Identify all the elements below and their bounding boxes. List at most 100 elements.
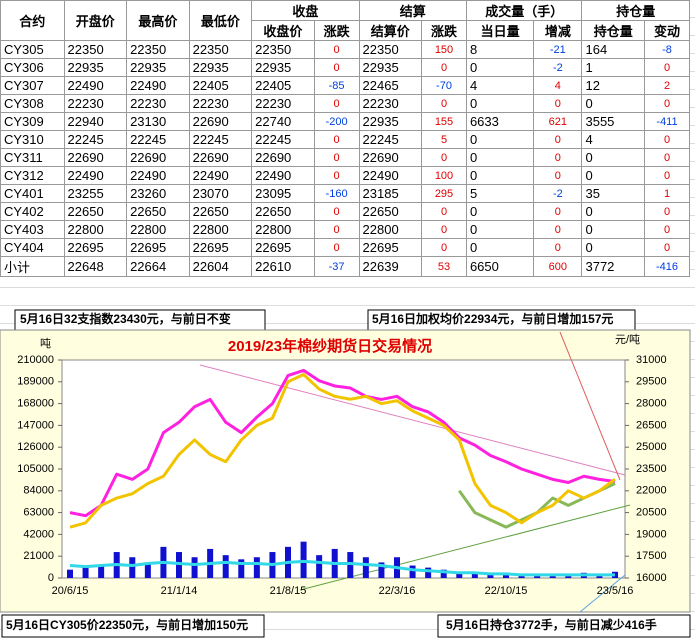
cell: 22800 xyxy=(126,220,190,239)
volume-bar xyxy=(191,557,198,578)
volume-bar xyxy=(456,571,463,578)
cell: 22350 xyxy=(251,40,315,59)
cell: 22245 xyxy=(358,130,423,149)
cell: 22690 xyxy=(63,148,128,167)
header-cell: 最高价 xyxy=(126,0,190,41)
header-cell: 增减 xyxy=(533,20,583,41)
note: 5月16日加权均价22934元，与前日增加157元 xyxy=(372,311,613,326)
volume-bar xyxy=(316,555,323,578)
cell: 22490 xyxy=(251,166,315,185)
cell: 22350 xyxy=(126,40,190,59)
y2-tick-label: 25000 xyxy=(636,441,667,453)
y2-tick-label: 28000 xyxy=(636,398,667,410)
header-cell: 合约 xyxy=(0,0,65,41)
y-tick-label: 21000 xyxy=(23,550,54,562)
cell: 23260 xyxy=(126,184,190,203)
volume-bar xyxy=(409,565,416,578)
volume-bar xyxy=(347,552,354,578)
cell: 22245 xyxy=(63,130,128,149)
volume-bar xyxy=(440,569,447,578)
series-line xyxy=(69,559,615,577)
cell: 600 xyxy=(533,256,583,277)
note-box xyxy=(1,614,265,638)
volume-bar xyxy=(82,567,89,578)
cell: 22690 xyxy=(358,148,423,167)
pointer-line xyxy=(579,574,626,613)
cell: 22664 xyxy=(126,256,190,277)
cell: 6633 xyxy=(465,112,535,131)
data-row: CY306 22935 22935 22935 22935 0 22935 0 0 -2 1 0 xyxy=(0,58,690,77)
cell: 22648 xyxy=(63,256,128,277)
cell: CY312 xyxy=(0,166,65,185)
quote-table: 合约 开盘价 最高价 最低价 收盘 结算 成交量（手） 持仓量 收盘价 涨跌 结算价 涨跌 当日量 增减持… xyxy=(0,0,690,277)
volume-bar xyxy=(565,574,572,578)
y2-axis-label: 元/吨 xyxy=(615,333,640,346)
cell: 164 xyxy=(581,40,646,59)
y2-tick-label: 17500 xyxy=(636,550,667,562)
volume-bar xyxy=(129,557,136,578)
header-cell: 持仓量 xyxy=(581,0,690,21)
volume-bar xyxy=(98,565,105,578)
y2-tick-label: 16000 xyxy=(636,572,667,584)
x-tick-label: 20/6/15 xyxy=(52,585,89,597)
data-row: CY308 22230 22230 22230 22230 0 22230 0 0 0 0 0 xyxy=(0,94,690,113)
plot-area xyxy=(61,359,626,579)
cell: 6650 xyxy=(465,256,535,277)
header-cell: 涨跌 xyxy=(313,20,360,41)
data-row: CY309 22940 23130 22690 22740 -200 22935 155 663… xyxy=(0,112,690,131)
header-cell: 收盘 xyxy=(251,0,360,21)
cell: 22940 xyxy=(63,112,128,131)
data-row: CY401 23255 23260 23070 23095 -160 23185 295 5 -2… xyxy=(0,184,690,203)
volume-bar xyxy=(362,557,369,578)
cell: 22604 xyxy=(188,256,253,277)
y2-tick-label: 29500 xyxy=(636,376,667,388)
cell: 22690 xyxy=(126,148,190,167)
y-tick-label: 168000 xyxy=(17,398,54,410)
header-cell: 开盘价 xyxy=(63,0,128,41)
note: 5月16日持仓3772手，与前日减少416手 xyxy=(446,617,657,632)
x-tick-label: 22/10/15 xyxy=(485,585,528,597)
cell: 22230 xyxy=(126,94,190,113)
volume-bar xyxy=(176,552,182,578)
trend-line xyxy=(299,504,631,591)
cell: 22695 xyxy=(126,238,190,257)
cell: -70 xyxy=(421,76,467,95)
cell: CY310 xyxy=(0,130,65,149)
cell: 22690 xyxy=(188,148,253,167)
cell: 22610 xyxy=(251,256,315,277)
x-tick-label: 21/8/15 xyxy=(270,585,307,597)
cell: CY403 xyxy=(0,220,65,239)
volume-bar xyxy=(503,574,509,578)
header-cell: 结算价 xyxy=(358,20,423,41)
volume-bar xyxy=(378,562,385,578)
cell: 22490 xyxy=(126,76,190,95)
note: 5月16日32支指数23430元，与前日不变 xyxy=(20,311,231,326)
y2-tick-label: 26500 xyxy=(636,419,667,431)
y2-tick-label: 23500 xyxy=(636,463,667,475)
data-row: CY403 22800 22800 22800 22800 0 22800 0 0 0 0 0 xyxy=(0,220,690,239)
note-box xyxy=(437,614,691,638)
cell: 小计 xyxy=(0,256,65,277)
cell: 22639 xyxy=(358,256,423,277)
cell: 22350 xyxy=(358,40,423,59)
series-line xyxy=(69,368,616,518)
series-line xyxy=(69,373,616,529)
volume-bar xyxy=(238,559,245,578)
cell: 22935 xyxy=(188,58,253,77)
y2-tick-label: 22000 xyxy=(636,485,667,497)
y-tick-label: 42000 xyxy=(23,528,54,540)
y-axis-label: 吨 xyxy=(40,337,51,350)
cell: 23095 xyxy=(251,184,315,203)
y-tick-label: 0 xyxy=(48,572,54,584)
data-row: 小计 22648 22664 22604 22610 -37 22639 53 6650 600 3… xyxy=(0,256,690,277)
cell: 22650 xyxy=(358,202,423,221)
data-row: CY312 22490 22490 22490 22490 0 22490 100 0 0 0 0 xyxy=(0,166,690,185)
volume-bar xyxy=(471,572,478,578)
y2-tick-label: 20500 xyxy=(636,507,667,519)
volume-bar xyxy=(144,562,151,578)
cell: 22230 xyxy=(358,94,423,113)
cell: 22690 xyxy=(251,148,315,167)
cell: CY309 xyxy=(0,112,65,131)
volume-bar xyxy=(534,574,541,578)
